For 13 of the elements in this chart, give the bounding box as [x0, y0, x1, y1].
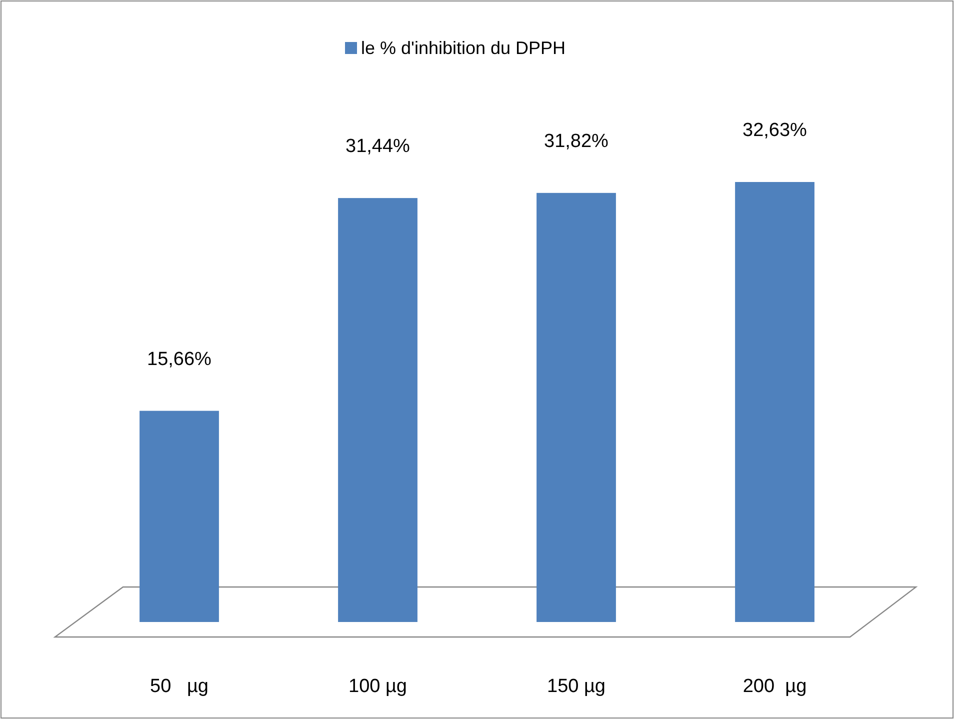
data-label: 15,66% — [147, 348, 212, 370]
x-tick-label: 100 µg — [348, 676, 407, 697]
bar — [735, 182, 814, 622]
bar — [536, 192, 616, 622]
bar — [338, 198, 418, 622]
x-tick-label: 200 µg — [742, 676, 807, 697]
x-tick-label: 50 µg — [150, 676, 208, 697]
data-label: 32,63% — [742, 120, 808, 141]
x-tick-label: 150 µg — [547, 676, 606, 697]
data-label: 31,44% — [346, 136, 410, 158]
data-label: 31,82% — [544, 130, 609, 152]
legend-label: le % d'inhibition du DPPH — [361, 38, 566, 58]
bar — [140, 410, 219, 622]
